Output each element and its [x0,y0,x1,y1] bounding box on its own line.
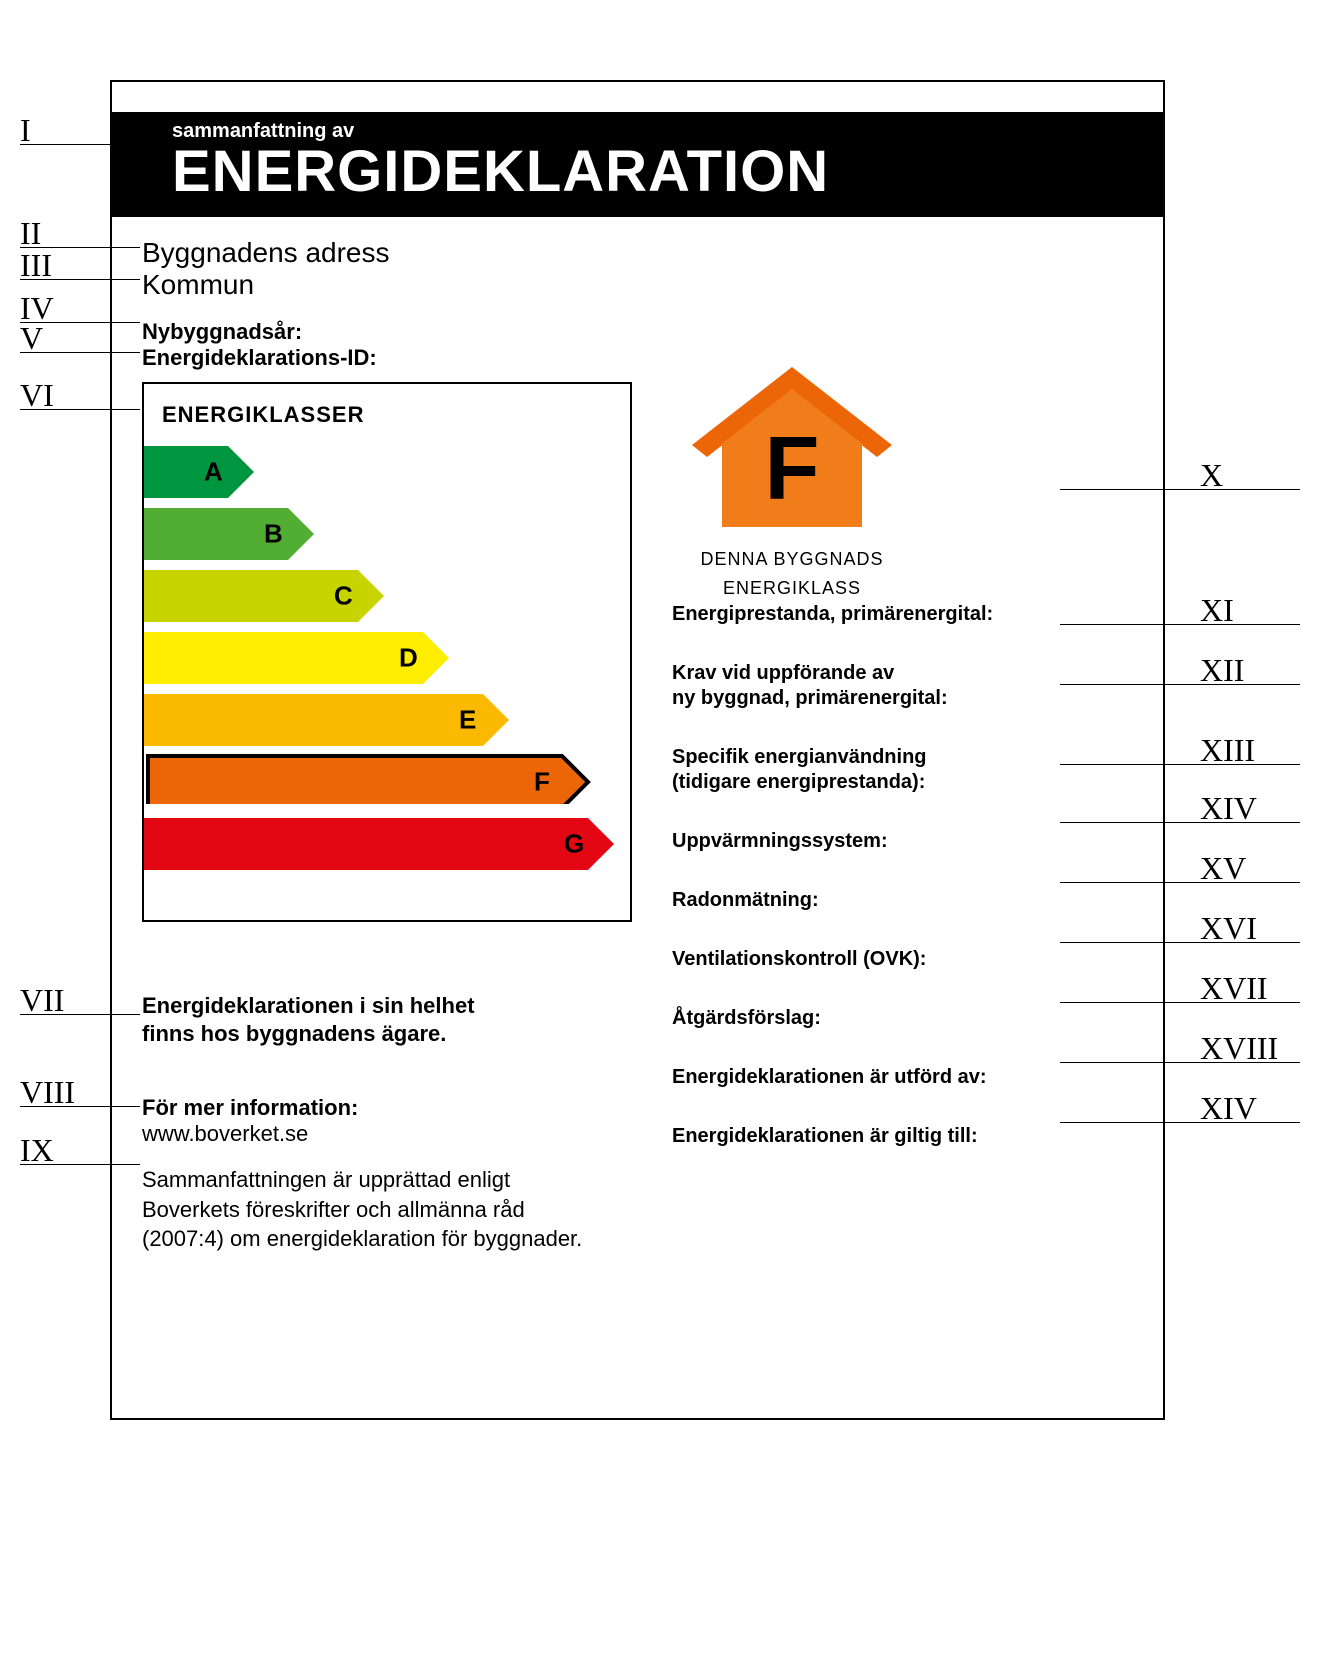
energy-class-row: D [144,632,630,684]
house-caption-1: DENNA BYGGNADS [672,548,912,571]
energy-class-label: C [334,581,353,612]
municipality-label: Kommun [142,269,390,301]
leader-line [20,1014,140,1015]
leader-line [1060,1122,1300,1123]
regulation-note: Sammanfattningen är upprättad enligt Bov… [142,1165,612,1254]
energy-class-label: D [399,643,418,674]
leader-line [1060,684,1300,685]
construction-year-label: Nybyggnadsår: [142,319,390,345]
energy-class-chart: ENERGIKLASSER A B C D E FG [142,382,632,922]
header-bar: sammanfattning av ENERGIDEKLARATION [112,112,1163,217]
chart-title: ENERGIKLASSER [162,402,630,428]
energy-class-row: F [144,756,630,808]
leader-line [1060,1062,1300,1063]
arrow-shape [144,446,254,498]
chart-bars: A B C D E FG [144,446,630,870]
energy-class-label: A [204,457,223,488]
right-field-label: Ventilationskontroll (OVK): [672,947,1132,972]
leader-line [1060,489,1300,490]
full-declaration-note-2: finns hos byggnadens ägare. [142,1020,612,1048]
building-address-label: Byggnadens adress [142,237,390,269]
energy-class-label: E [459,705,476,736]
right-field-label: Uppvärmningssystem: [672,829,1132,854]
arrow-shape [144,752,592,804]
leader-line [20,1164,140,1165]
right-field-label: Åtgärdsförslag: [672,1006,1132,1031]
energy-class-row: G [144,818,630,870]
energy-class-label: G [564,829,584,860]
header-title: ENERGIDEKLARATION [172,143,1163,201]
more-info-url: www.boverket.se [142,1121,612,1147]
more-info-label: För mer information: [142,1095,612,1121]
right-field-label: Krav vid uppförande av ny byggnad, primä… [672,661,1132,711]
right-field-label: Energideklarationen är giltig till: [672,1124,1132,1149]
leader-line [1060,624,1300,625]
energy-class-label: B [264,519,283,550]
svg-text:F: F [765,419,820,519]
energy-class-row: C [144,570,630,622]
energy-class-row: E [144,694,630,746]
full-declaration-note-1: Energideklarationen i sin helhet [142,992,612,1020]
energy-class-label: F [534,767,550,798]
right-field-list: Energiprestanda, primärenergital:Krav vi… [672,602,1132,1183]
leader-line [1060,764,1300,765]
leader-line [20,352,140,353]
declaration-id-label: Energideklarations-ID: [142,345,390,371]
declaration-card: sammanfattning av ENERGIDEKLARATION Bygg… [110,80,1165,1420]
right-field-label: Energideklarationen är utförd av: [672,1065,1132,1090]
bottom-left-block: Energideklarationen i sin helhet finns h… [142,992,612,1254]
leader-line [1060,822,1300,823]
leader-line [1060,882,1300,883]
arrow-shape [144,818,614,870]
house-rating-icon: F DENNA BYGGNADS ENERGIKLASS [672,367,912,601]
right-field-label: Specifik energianvändning (tidigare ener… [672,745,1132,795]
house-icon: F [692,367,892,537]
leader-line [20,409,140,410]
leader-line [1060,1002,1300,1003]
right-field-label: Radonmätning: [672,888,1132,913]
leader-line [1060,942,1300,943]
leader-line [20,279,140,280]
energy-class-row: A [144,446,630,498]
address-block: Byggnadens adress Kommun Nybyggnadsår: E… [142,237,390,371]
leader-line [20,144,140,145]
arrow-shape [144,694,509,746]
leader-line [20,1106,140,1107]
arrow-shape [144,508,314,560]
energy-class-row: B [144,508,630,560]
house-caption-2: ENERGIKLASS [672,577,912,600]
